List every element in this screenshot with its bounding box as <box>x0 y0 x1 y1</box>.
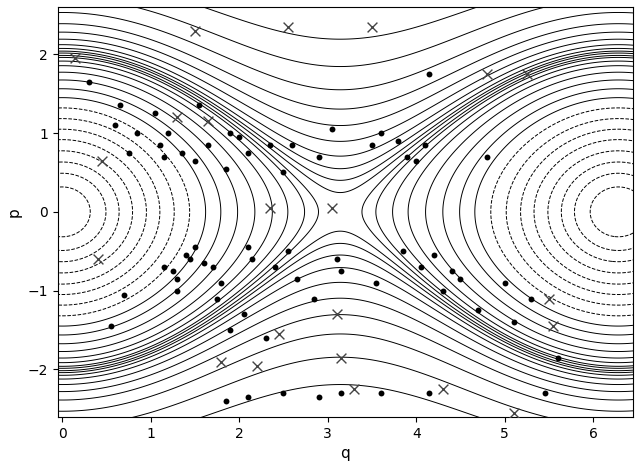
Point <box>367 23 377 30</box>
Point <box>181 251 191 259</box>
Point <box>172 287 182 294</box>
Point <box>424 70 435 78</box>
Point <box>252 362 262 369</box>
Point <box>548 322 559 330</box>
Point <box>225 129 236 137</box>
Point <box>394 137 404 145</box>
Point <box>553 354 563 361</box>
Point <box>540 389 550 397</box>
Point <box>243 243 253 251</box>
Point <box>283 248 293 255</box>
Point <box>473 307 483 314</box>
Point <box>371 279 381 286</box>
Point <box>124 149 134 156</box>
Point <box>269 263 280 271</box>
Point <box>207 263 218 271</box>
Point <box>186 256 196 263</box>
Point <box>159 153 169 161</box>
Point <box>234 133 244 141</box>
Point <box>198 259 209 267</box>
Point <box>212 295 222 302</box>
Point <box>508 409 518 417</box>
Point <box>420 141 430 149</box>
Point <box>190 27 200 34</box>
Point <box>438 287 448 294</box>
Point <box>243 393 253 401</box>
Point <box>349 386 360 393</box>
Point <box>92 256 102 263</box>
Point <box>482 153 492 161</box>
Point <box>221 397 231 405</box>
Point <box>172 275 182 283</box>
Point <box>327 204 337 212</box>
Point <box>292 275 302 283</box>
Point <box>119 291 129 299</box>
Point <box>159 263 169 271</box>
Point <box>260 334 271 342</box>
Point <box>429 251 439 259</box>
Point <box>190 243 200 251</box>
Point <box>332 311 342 318</box>
Point <box>194 102 204 109</box>
Point <box>415 263 426 271</box>
Point <box>225 326 236 334</box>
Point <box>110 121 120 129</box>
Point <box>336 267 346 275</box>
Point <box>500 279 510 286</box>
Point <box>283 23 293 30</box>
Point <box>332 256 342 263</box>
Point <box>177 149 187 156</box>
Point <box>327 125 337 133</box>
Y-axis label: p: p <box>7 207 22 217</box>
Point <box>172 114 182 121</box>
Point <box>438 386 448 393</box>
Point <box>424 389 435 397</box>
Point <box>216 358 227 366</box>
Point <box>309 295 319 302</box>
Point <box>132 129 143 137</box>
X-axis label: q: q <box>340 446 350 461</box>
Point <box>97 157 107 164</box>
Point <box>287 141 298 149</box>
Point <box>221 165 231 172</box>
Point <box>190 157 200 164</box>
Point <box>376 129 386 137</box>
Point <box>239 311 249 318</box>
Point <box>243 149 253 156</box>
Point <box>115 102 125 109</box>
Point <box>336 389 346 397</box>
Point <box>314 393 324 401</box>
Point <box>106 322 116 330</box>
Point <box>163 129 173 137</box>
Point <box>367 141 377 149</box>
Point <box>376 389 386 397</box>
Point <box>447 267 457 275</box>
Point <box>455 275 465 283</box>
Point <box>150 110 160 117</box>
Point <box>526 295 536 302</box>
Point <box>544 295 554 302</box>
Point <box>265 141 275 149</box>
Point <box>314 153 324 161</box>
Point <box>154 141 164 149</box>
Point <box>522 70 532 78</box>
Point <box>278 168 289 176</box>
Point <box>265 204 275 212</box>
Point <box>274 330 284 338</box>
Point <box>216 279 227 286</box>
Point <box>203 141 213 149</box>
Point <box>70 54 81 62</box>
Point <box>203 117 213 125</box>
Point <box>247 256 257 263</box>
Point <box>84 78 94 86</box>
Point <box>168 267 178 275</box>
Point <box>336 354 346 361</box>
Point <box>278 389 289 397</box>
Point <box>402 153 412 161</box>
Point <box>411 157 421 164</box>
Point <box>482 70 492 78</box>
Point <box>508 318 518 326</box>
Point <box>398 248 408 255</box>
